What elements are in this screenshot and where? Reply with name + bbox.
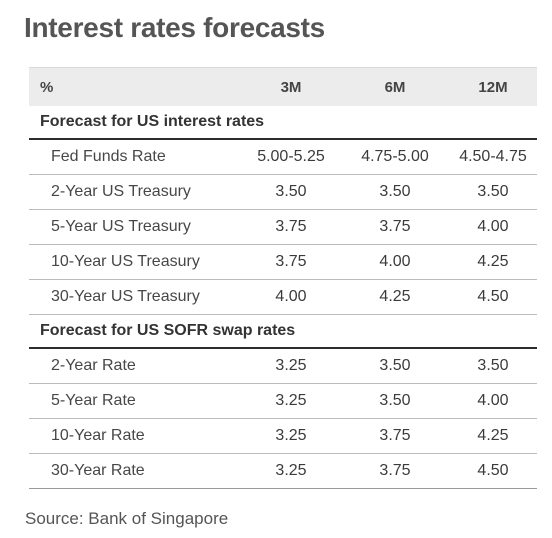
row-label: Fed Funds Rate: [51, 148, 166, 165]
cell-3m: 5.00-5.25: [257, 148, 325, 165]
cell-6m: 4.00: [379, 253, 411, 270]
row-label: 10-Year Rate: [51, 427, 145, 444]
cell-12m: 4.25: [477, 253, 509, 270]
cell-12m: 4.00: [477, 392, 509, 409]
cell-12m: 4.50: [477, 288, 509, 305]
cell-6m: 3.75: [379, 218, 411, 235]
cell-12m: 4.50: [477, 462, 509, 479]
cell-12m: 4.25: [477, 427, 509, 444]
source-note: Source: Bank of Singapore: [25, 509, 229, 528]
cell-6m: 4.75-5.00: [361, 148, 429, 165]
table-header-row: % 3M 6M 12M: [29, 67, 537, 106]
cell-3m: 4.00: [275, 288, 307, 305]
row-label: 2-Year US Treasury: [51, 183, 191, 200]
row-label: 5-Year US Treasury: [51, 218, 191, 235]
cell-12m: 4.50-4.75: [459, 148, 527, 165]
column-header-6m: 6M: [384, 78, 406, 96]
row-label: 5-Year Rate: [51, 392, 136, 409]
table-row: 2-Year US Treasury 3.50 3.50 3.50: [29, 175, 537, 210]
row-label: 10-Year US Treasury: [51, 253, 200, 270]
table-row: 30-Year US Treasury 4.00 4.25 4.50: [29, 280, 537, 315]
column-header-3m: 3M: [280, 78, 302, 96]
table-row: 2-Year Rate 3.25 3.50 3.50: [29, 349, 537, 384]
cell-12m: 3.50: [477, 357, 509, 374]
cell-6m: 3.75: [379, 427, 411, 444]
cell-12m: 4.00: [477, 218, 509, 235]
column-header-12m: 12M: [478, 78, 508, 96]
row-label: 30-Year US Treasury: [51, 288, 200, 305]
forecast-table: % 3M 6M 12M Forecast for US interest rat…: [29, 67, 537, 489]
table-row: 5-Year US Treasury 3.75 3.75 4.00: [29, 210, 537, 245]
table-row: 10-Year US Treasury 3.75 4.00 4.25: [29, 245, 537, 280]
cell-6m: 4.25: [379, 288, 411, 305]
cell-3m: 3.50: [275, 183, 307, 200]
cell-6m: 3.50: [379, 357, 411, 374]
row-label: 2-Year Rate: [51, 357, 136, 374]
cell-3m: 3.25: [275, 462, 307, 479]
section-header-us-rates: Forecast for US interest rates: [29, 106, 537, 140]
cell-12m: 3.50: [477, 183, 509, 200]
cell-3m: 3.75: [275, 253, 307, 270]
page-title: Interest rates forecasts: [24, 12, 325, 43]
table-row: Fed Funds Rate 5.00-5.25 4.75-5.00 4.50-…: [29, 140, 537, 175]
table-row: 10-Year Rate 3.25 3.75 4.25: [29, 419, 537, 454]
cell-6m: 3.50: [379, 183, 411, 200]
cell-3m: 3.25: [275, 392, 307, 409]
unit-header: %: [40, 78, 54, 96]
cell-6m: 3.50: [379, 392, 411, 409]
cell-3m: 3.25: [275, 357, 307, 374]
section-label: Forecast for US interest rates: [40, 113, 265, 130]
cell-3m: 3.75: [275, 218, 307, 235]
row-label: 30-Year Rate: [51, 462, 145, 479]
section-header-sofr-swap: Forecast for US SOFR swap rates: [29, 315, 537, 349]
table-row: 5-Year Rate 3.25 3.50 4.00: [29, 384, 537, 419]
cell-3m: 3.25: [275, 427, 307, 444]
section-label: Forecast for US SOFR swap rates: [40, 322, 296, 339]
table-row: 30-Year Rate 3.25 3.75 4.50: [29, 454, 537, 489]
cell-6m: 3.75: [379, 462, 411, 479]
